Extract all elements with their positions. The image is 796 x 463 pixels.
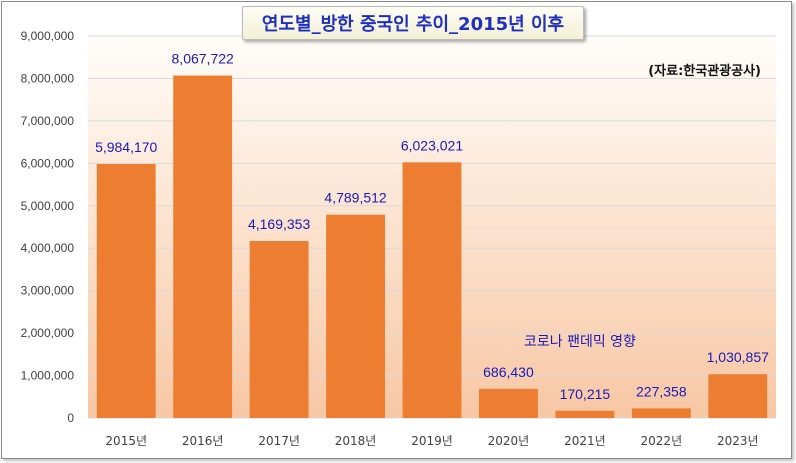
y-tick-label: 9,000,000 <box>21 29 75 43</box>
pandemic-annotation: 코로나 팬데믹 영향 <box>524 334 636 350</box>
source-note: (자료:한국관광공사) <box>648 64 761 79</box>
x-tick-label: 2015년 <box>105 434 147 448</box>
data-label: 227,358 <box>636 383 687 399</box>
x-tick-label: 2023년 <box>717 434 759 448</box>
bars <box>96 75 768 419</box>
x-tick-label: 2017년 <box>258 434 300 448</box>
bar <box>631 408 691 418</box>
y-axis-ticks: 0 1,000,000 2,000,000 3,000,000 4,000,000 5,0… <box>21 29 75 425</box>
data-label: 4,789,512 <box>324 190 386 206</box>
data-label: 686,430 <box>483 364 534 380</box>
x-tick-label: 2022년 <box>641 434 683 448</box>
data-label: 8,067,722 <box>172 51 234 67</box>
x-tick-label: 2021년 <box>564 434 606 448</box>
y-tick-label: 4,000,000 <box>21 241 75 255</box>
data-label: 6,023,021 <box>401 137 463 153</box>
y-tick-label: 7,000,000 <box>21 114 75 128</box>
x-tick-label: 2018년 <box>335 434 377 448</box>
data-label: 170,215 <box>560 386 611 402</box>
bar <box>326 214 385 418</box>
bar <box>708 374 768 418</box>
x-tick-label: 2019년 <box>411 434 453 448</box>
y-tick-label: 2,000,000 <box>21 326 75 340</box>
bar <box>479 388 538 418</box>
bar <box>173 75 233 419</box>
bar <box>555 410 615 418</box>
bar <box>96 164 156 418</box>
x-tick-label: 2016년 <box>182 434 224 448</box>
y-tick-label: 3,000,000 <box>21 284 75 298</box>
x-tick-label: 2020년 <box>488 434 530 448</box>
y-tick-label: 5,000,000 <box>21 199 75 213</box>
y-tick-label: 8,000,000 <box>21 71 75 85</box>
data-label: 5,984,170 <box>95 139 157 155</box>
chart-title: 연도별_방한 중국인 추이_2015년 이후 <box>242 6 584 40</box>
y-tick-label: 6,000,000 <box>21 156 75 170</box>
x-axis-ticks: 2015년 2016년 2017년 2018년 2019년 2020년 2021년 2022년… <box>105 434 758 448</box>
y-tick-label: 0 <box>67 411 74 425</box>
data-label: 1,030,857 <box>707 349 769 365</box>
value-labels: 5,984,170 8,067,722 4,169,353 4,789,512 6,02… <box>95 51 769 402</box>
bar <box>402 162 462 418</box>
data-label: 4,169,353 <box>248 216 310 232</box>
bar <box>249 241 309 418</box>
y-tick-label: 1,000,000 <box>21 369 75 383</box>
